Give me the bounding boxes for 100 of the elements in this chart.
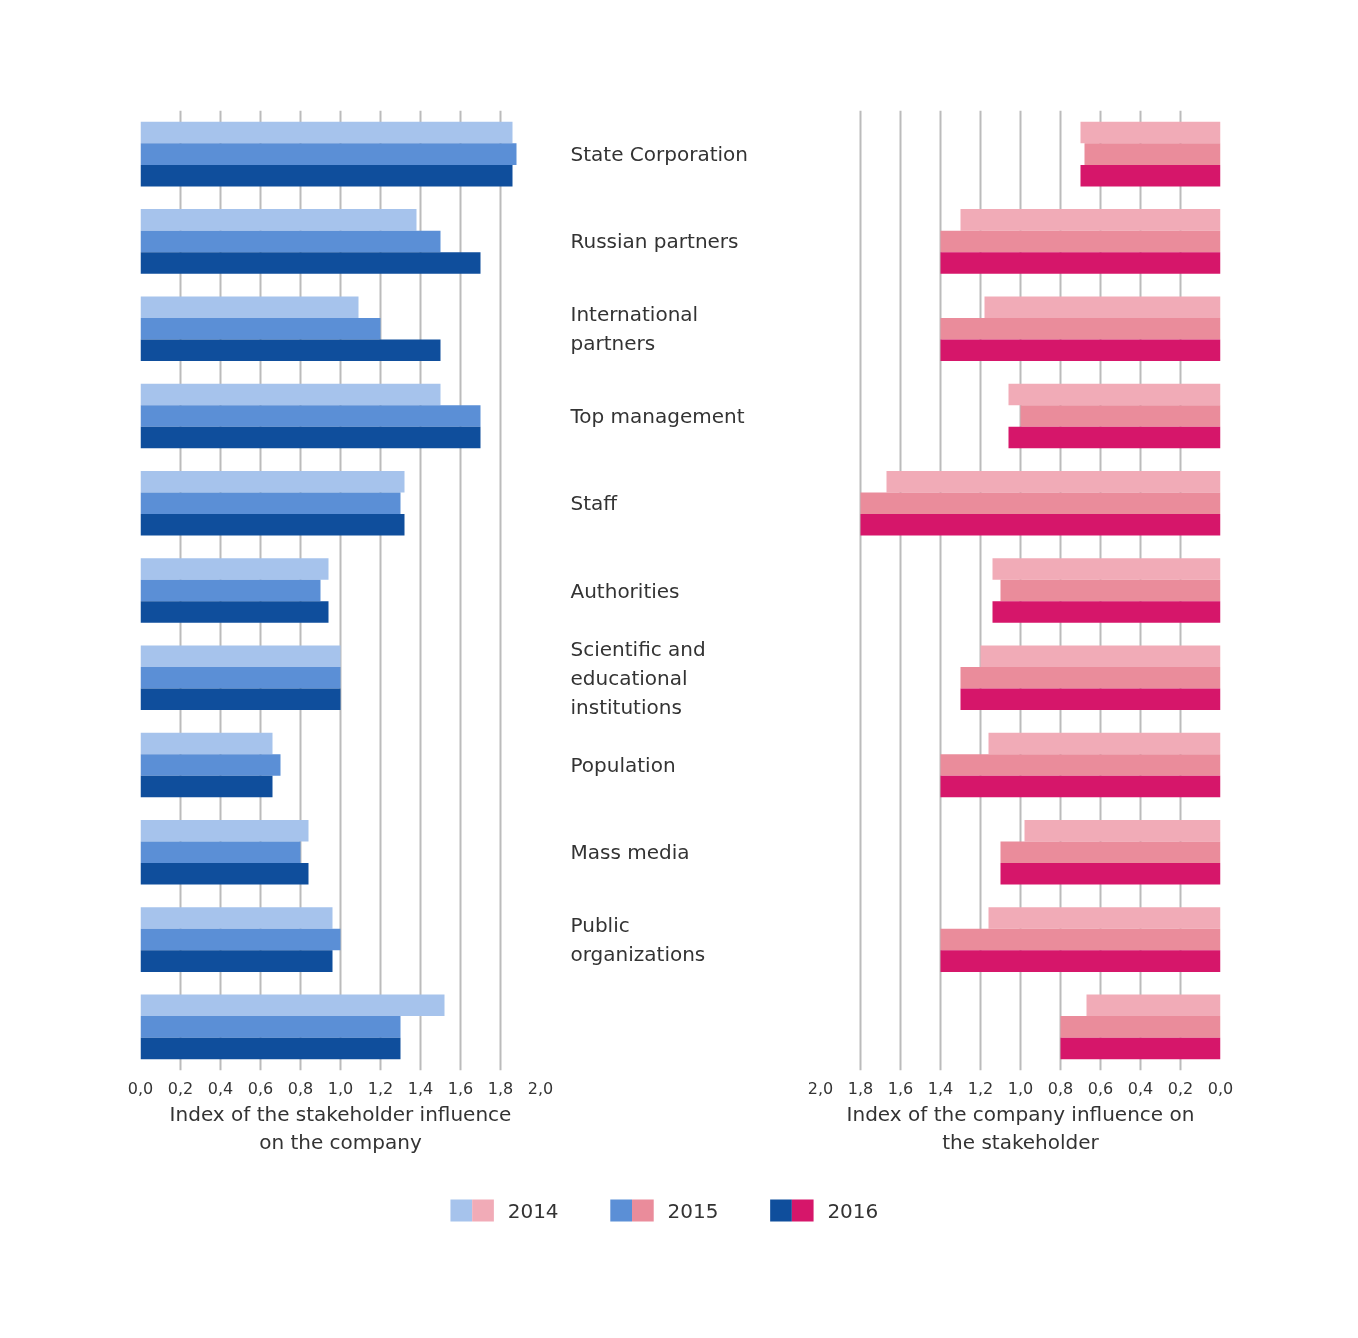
bar [1080,164,1221,187]
bar [940,775,1221,798]
y-tick-label: Mass media [570,840,690,865]
x-axis-title: Index of the stakeholder influence on the company [169,1101,512,1155]
bar [940,317,1221,340]
y-tick-label: Top management [569,403,745,428]
bar [140,1037,401,1060]
x-tick-label: 1,4 [407,1078,434,1098]
bar [140,754,281,776]
bar [960,209,1221,231]
x-tick-label: 1,6 [887,1078,914,1098]
bar [1024,820,1221,842]
y-tick-label: Staff [570,491,619,516]
y-tick-label: Population [570,753,676,778]
bar [140,907,333,929]
bar [140,470,405,493]
y-tick-label: State Corporation [570,142,748,167]
bar [140,732,273,755]
bar [1080,121,1221,144]
bar [980,645,1221,668]
bar [960,667,1221,689]
y-tick-label: Authorities [570,578,680,603]
x-tick-label: 0,4 [1127,1078,1154,1098]
bar [1084,143,1221,165]
bar [140,667,341,689]
bar [140,492,401,514]
bar [988,732,1221,755]
bar [1000,841,1221,864]
legend-label: 2014 [507,1198,559,1223]
x-tick-label: 1,8 [487,1078,514,1098]
x-tick-label: 0,4 [207,1078,234,1098]
x-tick-label: 1,0 [327,1078,354,1098]
bar [860,492,1221,514]
y-tick-label: International partners [570,302,699,356]
bar [940,754,1221,776]
bar [140,209,417,231]
legend-label: 2016 [827,1198,879,1223]
x-tick-label: 1,0 [1007,1078,1034,1098]
bar [960,688,1221,711]
bar [1020,405,1221,427]
y-tick-label: Scientific and educational institutions [570,636,706,719]
bar [140,513,405,536]
x-tick-label: 0,0 [1207,1078,1234,1098]
x-tick-label: 0,6 [247,1078,274,1098]
bar [140,558,329,580]
x-tick-label: 1,2 [967,1078,994,1098]
bar [140,317,381,340]
bar [140,296,359,318]
bar [886,470,1221,493]
legend-label: 2015 [667,1198,719,1223]
bar [940,230,1221,253]
bar [140,928,341,951]
bar [140,164,513,187]
bar [140,121,513,144]
bar [992,601,1221,623]
x-tick-label: 0,0 [127,1078,154,1098]
x-tick-label: 0,8 [287,1078,314,1098]
x-tick-label: 0,2 [1167,1078,1194,1098]
bar [140,579,321,602]
bar [140,339,441,361]
bar [984,296,1221,318]
bar [140,230,441,253]
y-tick-label: Public organizations [570,913,706,966]
bar [140,601,329,623]
bar [1060,1016,1221,1038]
bar [140,841,301,864]
bar [140,252,481,274]
bar [140,820,309,842]
bar [940,950,1221,972]
bar [140,645,341,668]
bar [140,994,445,1017]
bar [1000,579,1221,602]
x-tick-label: 0,6 [1087,1078,1114,1098]
bar [140,688,341,711]
bar [140,405,481,427]
bar [940,339,1221,361]
x-tick-label: 1,2 [367,1078,394,1098]
x-tick-label: 1,8 [847,1078,874,1098]
bar [988,907,1221,929]
bar [140,383,441,406]
bar [1008,426,1221,449]
bar [140,1016,401,1038]
bar [1060,1037,1221,1060]
bar [140,950,333,972]
bar [140,775,273,798]
bar [940,928,1221,951]
bar [940,252,1221,274]
bar [1086,994,1221,1017]
bar [140,143,517,165]
bar [1000,863,1221,885]
x-tick-label: 1,4 [927,1078,954,1098]
bar [992,558,1221,580]
x-tick-label: 1,6 [447,1078,474,1098]
bar [860,513,1221,536]
bar [140,863,309,885]
x-tick-label: 2,0 [527,1078,554,1098]
x-tick-label: 2,0 [807,1078,834,1098]
y-tick-label: Russian partners [570,229,739,254]
x-tick-label: 0,2 [167,1078,194,1098]
x-axis-title: Index of the company influence on the stakeholder [846,1101,1195,1155]
